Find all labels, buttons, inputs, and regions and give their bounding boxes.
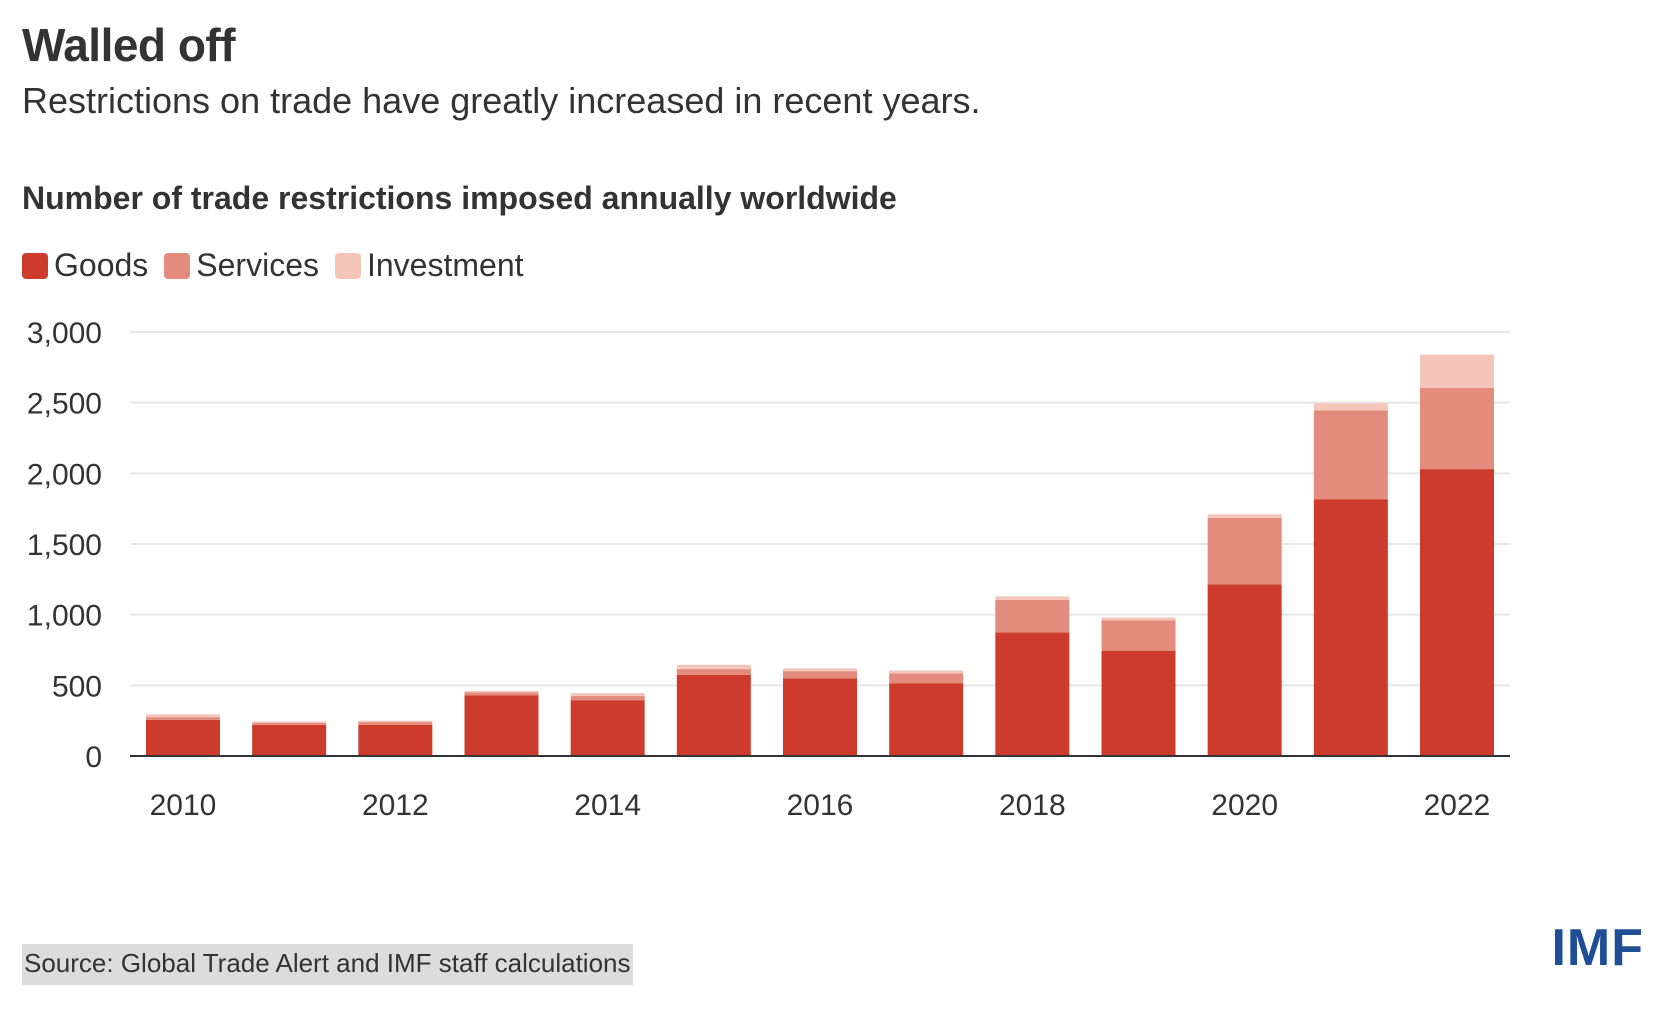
bar-services-2015 <box>676 669 751 675</box>
legend-item-investment: Investment <box>334 247 524 284</box>
y-tick-label-1500: 1,500 <box>27 529 102 562</box>
source-note: Source: Global Trade Alert and IMF staff… <box>22 944 633 985</box>
bar-goods-2022 <box>1420 469 1494 756</box>
bar-services-2020 <box>1207 517 1282 585</box>
bar-investment-2013 <box>464 690 539 693</box>
bar-goods-2017 <box>889 683 964 756</box>
bar-services-2014 <box>570 695 645 701</box>
bar-investment-2022 <box>1420 354 1494 388</box>
bar-investment-2011 <box>252 721 327 723</box>
bar-goods-2019 <box>1101 650 1176 756</box>
bar-goods-2015 <box>676 674 751 756</box>
bar-investment-2018 <box>995 596 1070 600</box>
legend-label-goods: Goods <box>54 247 149 283</box>
chart-title-main: Walled off <box>22 19 236 71</box>
bar-goods-2012 <box>358 724 433 756</box>
y-tick-label-2500: 2,500 <box>27 388 102 421</box>
x-tick-label-2012: 2012 <box>362 789 429 822</box>
x-tick-label-2018: 2018 <box>999 789 1066 822</box>
bar-investment-2019 <box>1101 617 1176 621</box>
bar-services-2022 <box>1420 387 1494 470</box>
bar-investment-2017 <box>889 670 964 674</box>
y-tick-label-500: 500 <box>52 670 102 703</box>
bar-goods-2021 <box>1313 499 1388 756</box>
y-tick-label-3000: 3,000 <box>27 317 102 350</box>
bar-goods-2018 <box>995 632 1070 756</box>
gridlines <box>130 331 1510 687</box>
legend-item-goods: Goods <box>22 247 148 284</box>
bar-goods-2020 <box>1207 584 1282 756</box>
bar-goods-2014 <box>570 700 645 756</box>
bar-services-2019 <box>1101 620 1176 651</box>
chart-heading: Number of trade restrictions imposed ann… <box>22 180 897 216</box>
bar-investment-2010 <box>146 714 220 718</box>
y-tick-label-0: 0 <box>85 741 102 774</box>
x-tick-label-2020: 2020 <box>1211 789 1278 822</box>
bar-services-2017 <box>889 673 964 684</box>
legend-label-services: Services <box>196 247 319 283</box>
bar-services-2018 <box>995 599 1070 633</box>
bar-investment-2014 <box>570 693 645 696</box>
bar-goods-2010 <box>146 719 220 756</box>
chart-subtitle: Restrictions on trade have greatly incre… <box>22 80 981 121</box>
bar-goods-2011 <box>252 724 327 756</box>
y-tick-label-2000: 2,000 <box>27 458 102 491</box>
bar-investment-2012 <box>358 720 433 723</box>
x-tick-label-2016: 2016 <box>787 789 854 822</box>
bars <box>146 354 1494 756</box>
bar-services-2012 <box>358 722 433 725</box>
bar-investment-2021 <box>1313 403 1388 411</box>
bar-services-2011 <box>252 722 327 725</box>
x-tick-label-2010: 2010 <box>150 789 217 822</box>
bar-services-2021 <box>1313 410 1388 500</box>
legend-swatch-goods <box>22 252 48 279</box>
legend-item-services: Services <box>164 247 319 284</box>
legend-label-investment: Investment <box>366 247 524 283</box>
x-tick-label-2014: 2014 <box>574 789 641 822</box>
bar-goods-2016 <box>783 678 857 756</box>
y-axis-tick-labels: 0 500 1,000 1,500 2,000 2,500 3,000 <box>27 317 102 774</box>
bar-investment-2016 <box>783 668 857 672</box>
bar-goods-2013 <box>464 695 539 756</box>
y-tick-label-1000: 1,000 <box>27 600 102 633</box>
bar-services-2016 <box>783 671 857 679</box>
bar-services-2013 <box>464 692 539 696</box>
bar-investment-2020 <box>1207 514 1282 518</box>
bar-services-2010 <box>146 717 220 720</box>
imf-logo: IMF <box>1551 919 1644 977</box>
legend-swatch-investment <box>334 252 361 279</box>
legend-swatch-services <box>164 252 191 279</box>
bar-investment-2015 <box>676 664 751 670</box>
x-axis-tick-labels: 2010 2012 2014 2016 2018 2020 2022 <box>150 789 1491 822</box>
legend: Goods Services Investment <box>22 247 540 284</box>
x-tick-label-2022: 2022 <box>1424 789 1491 822</box>
